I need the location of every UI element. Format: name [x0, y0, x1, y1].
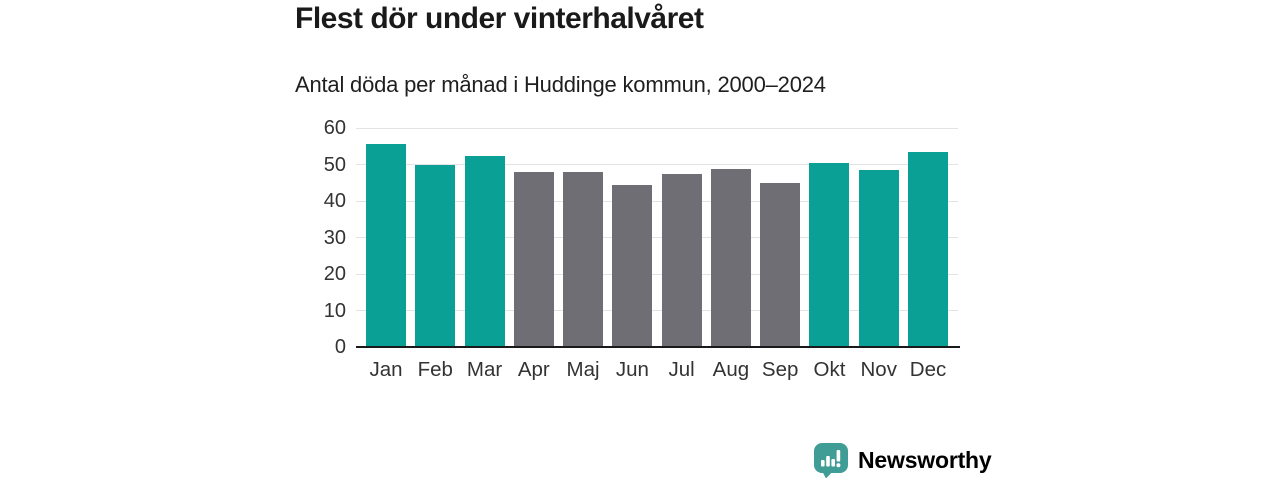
x-tick-label-okt: Okt [813, 358, 846, 381]
x-tick-label-jul: Jul [668, 358, 695, 381]
gridline-y-40 [356, 200, 958, 202]
bar-dec [908, 152, 948, 347]
chart-subtitle: Antal döda per månad i Huddinge kommun, … [295, 72, 826, 97]
bar-nov [858, 170, 899, 347]
gridline-y-60 [356, 127, 958, 129]
bar-aug [710, 169, 751, 347]
x-tick-label-aug: Aug [712, 358, 750, 381]
bar-mar [464, 155, 505, 347]
x-tick-label-feb: Feb [417, 358, 453, 381]
x-tick-label-nov: Nov [860, 358, 897, 381]
bar-apr [513, 171, 554, 347]
x-tick-label-maj: Maj [566, 358, 600, 381]
x-tick-label-dec: Dec [909, 358, 947, 381]
y-tick-label-10: 10 [323, 299, 346, 322]
bar-feb [415, 164, 456, 347]
x-tick-label-apr: Apr [517, 358, 550, 381]
y-tick-label-50: 50 [323, 153, 346, 176]
bar-jul [661, 174, 702, 347]
gridline-y-30 [356, 237, 958, 238]
bar-okt [809, 163, 850, 347]
gridline-y-20 [356, 273, 958, 275]
y-tick-label-20: 20 [323, 263, 346, 285]
y-tick-label-0: 0 [334, 336, 346, 358]
plot-area [356, 127, 958, 347]
y-tick-label-40: 40 [323, 190, 346, 212]
y-tick-label-60: 60 [323, 117, 346, 139]
x-tick-label-jun: Jun [615, 358, 649, 381]
brand-name: Newsworthy [858, 446, 992, 473]
y-tick-label-30: 30 [323, 226, 346, 249]
speech-bubble-bar-chart-icon [814, 443, 848, 478]
bar-jun [612, 185, 653, 347]
chart-title: Flest dör under vinterhalvåret [295, 2, 704, 35]
x-tick-label-sep: Sep [761, 358, 799, 381]
bar-sep [760, 183, 801, 347]
newsworthy-logo: Newsworthy [813, 442, 992, 478]
x-axis-line [356, 346, 960, 348]
bar-jan [366, 143, 406, 347]
gridline-y-10 [356, 310, 958, 311]
x-tick-label-mar: Mar [466, 358, 503, 381]
gridline-y-50 [356, 164, 958, 165]
bar-maj [563, 172, 604, 347]
x-tick-label-jan: Jan [369, 358, 403, 381]
